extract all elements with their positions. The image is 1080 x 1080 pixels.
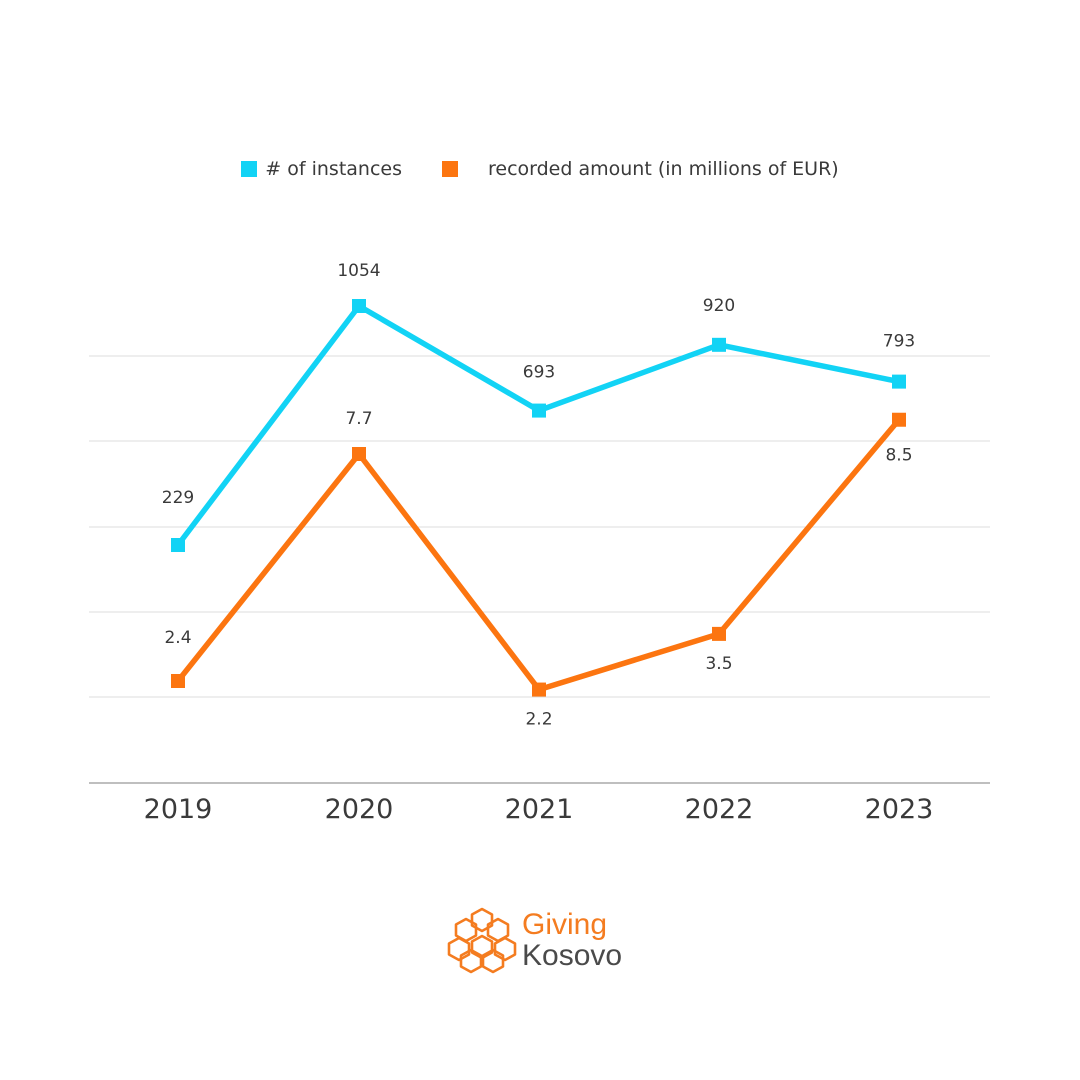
data-label-amount: 7.7	[345, 409, 372, 429]
legend-label-amount: recorded amount (in millions of EUR)	[487, 158, 839, 180]
data-label-amount: 3.5	[705, 654, 732, 674]
legend-item-instances: # of instances	[241, 158, 402, 180]
x-tick-label: 2023	[865, 794, 934, 825]
data-label-instances: 1054	[337, 261, 380, 281]
data-label-instances: 229	[162, 488, 194, 508]
giving-kosovo-logo: Giving Kosovo	[446, 906, 646, 976]
marker-instances	[892, 374, 906, 389]
data-label-instances: 920	[703, 296, 735, 316]
series-line-instances	[175, 303, 900, 547]
legend-item-amount: recorded amount (in millions of EUR)	[441, 158, 839, 180]
logo-text-kosovo: Kosovo	[522, 939, 623, 972]
data-label-amount: 8.5	[885, 446, 912, 466]
marker-amount	[352, 447, 366, 461]
marker-amount	[712, 626, 726, 641]
data-label-amount: 2.4	[164, 628, 191, 648]
legend: # of instances recorded amount (in milli…	[0, 158, 1080, 180]
x-tick-label: 2020	[325, 794, 394, 825]
marker-instances	[712, 337, 726, 352]
data-label-amount: 2.2	[525, 710, 552, 730]
series-line-amount	[175, 417, 902, 693]
x-tick-label: 2019	[144, 794, 213, 825]
logo-text-giving: Giving	[522, 908, 608, 941]
marker-instances	[352, 299, 366, 313]
legend-swatch-amount	[441, 161, 458, 177]
x-tick-label: 2021	[505, 794, 574, 825]
hexagon-cluster-icon	[447, 907, 517, 974]
x-tick-label: 2022	[685, 794, 754, 825]
marker-amount	[892, 412, 906, 427]
data-label-instances: 693	[523, 363, 555, 383]
marker-amount	[171, 674, 185, 688]
legend-swatch-instances	[241, 161, 258, 177]
marker-instances	[171, 538, 185, 552]
marker-amount	[532, 682, 546, 697]
legend-label-instances: # of instances	[265, 158, 402, 180]
data-label-instances: 793	[883, 332, 915, 352]
marker-instances	[532, 403, 546, 418]
